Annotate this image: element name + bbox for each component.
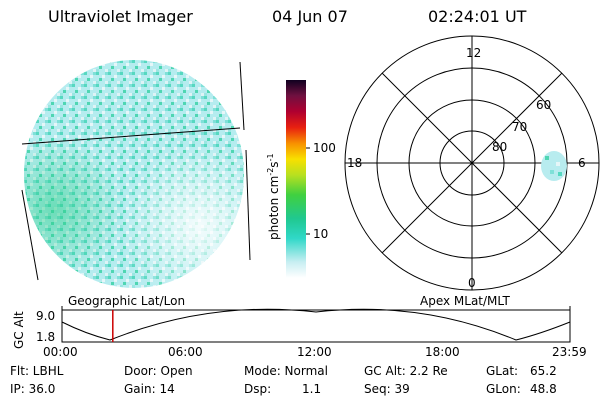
door-status: Door: Open [124, 364, 193, 378]
glon-label: GLon: [486, 382, 521, 396]
ip-status: IP: 36.0 [10, 382, 56, 396]
longitude-line [21, 189, 39, 281]
geographic-label: Geographic Lat/Lon [68, 294, 186, 308]
mlt-label-midnight: 0 [468, 276, 476, 290]
time-tick: 23:59 [552, 345, 587, 359]
colorbar-tick-label: 100 [313, 141, 336, 155]
y-tick-top: 9.0 [36, 309, 56, 323]
glat-value: 65.2 [530, 364, 557, 378]
altitude-timeline [61, 306, 571, 343]
aurora-patch [541, 151, 567, 181]
colorbar-tick-label: 10 [313, 227, 329, 241]
polar-plot [344, 35, 600, 291]
time-tick: 18:00 [425, 345, 460, 359]
time-tick: 06:00 [168, 345, 203, 359]
mlt-label-noon: 12 [466, 46, 482, 60]
mlat-label-70: 70 [512, 120, 528, 134]
colorbar-unit-label: photon cm-2s-1 [266, 153, 281, 240]
filter-status: Flt: LBHL [10, 364, 64, 378]
mlt-label-dawn: 6 [578, 156, 586, 170]
mlt-label-dusk: 18 [347, 156, 363, 170]
longitude-line [239, 61, 245, 131]
y-tick-bottom: 1.8 [36, 330, 56, 344]
mlat-label-80: 80 [492, 140, 508, 154]
time-label: 02:24:01 UT [428, 7, 527, 26]
longitude-line [245, 149, 251, 261]
dsp-value: 1.1 [302, 382, 322, 396]
mlat-label-60: 60 [536, 98, 552, 112]
gain-status: Gain: 14 [124, 382, 175, 396]
seq-status: Seq: 39 [364, 382, 410, 396]
uv-earth-disk [24, 60, 244, 288]
time-tick: 12:00 [297, 345, 332, 359]
dsp-label: Dsp: [244, 382, 272, 396]
latitude-line [21, 127, 241, 145]
mode-status: Mode: Normal [244, 364, 328, 378]
color-scale-bar [286, 80, 306, 278]
timeline-axis-label: GC Alt [12, 311, 26, 349]
time-tick: 00:00 [43, 345, 78, 359]
glat-label: GLat: [486, 364, 519, 378]
glon-value: 48.8 [530, 382, 557, 396]
date-label: 04 Jun 07 [272, 7, 348, 26]
gc-alt-status: GC Alt: 2.2 Re [364, 364, 448, 378]
instrument-title: Ultraviolet Imager [48, 7, 193, 26]
apex-label: Apex MLat/MLT [420, 294, 510, 308]
